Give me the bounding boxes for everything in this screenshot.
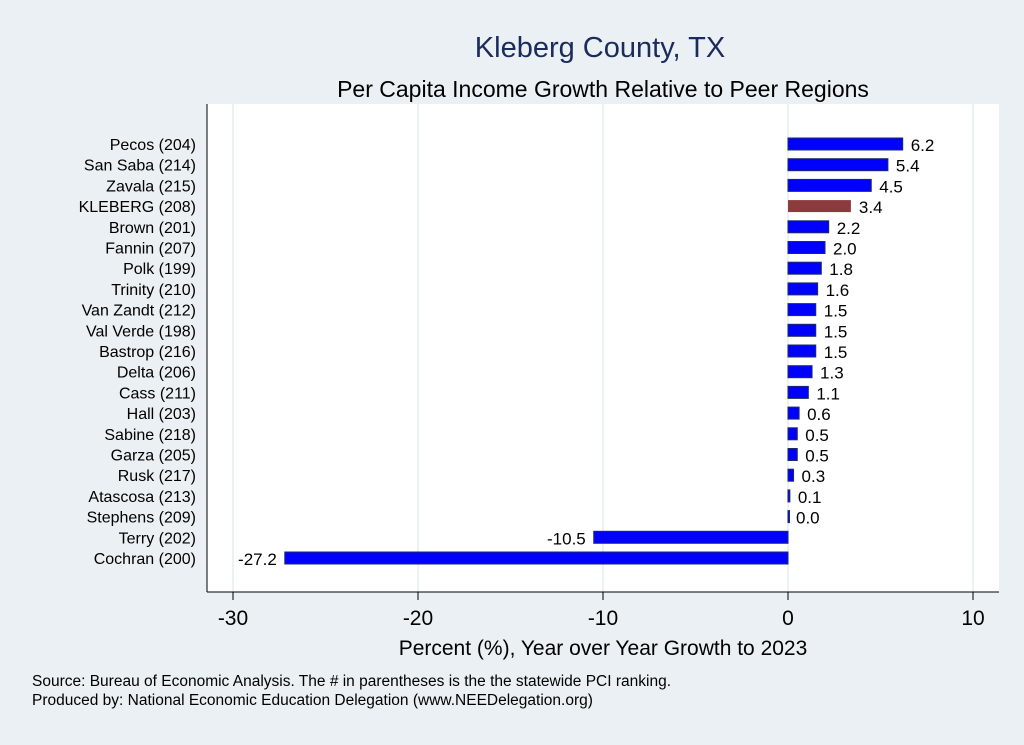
bar — [787, 344, 817, 358]
bar — [787, 510, 790, 524]
chart-title: Kleberg County, TX — [475, 32, 725, 64]
bar — [593, 530, 789, 544]
data-label: -10.5 — [547, 529, 586, 548]
category-label: Delta (206) — [117, 365, 196, 382]
data-label: 0.5 — [805, 447, 829, 466]
category-label: Val Verde (198) — [86, 323, 196, 340]
bar — [787, 406, 800, 420]
category-label: Fannin (207) — [105, 241, 196, 258]
bar — [787, 178, 872, 192]
x-tick-label: -30 — [218, 607, 248, 630]
category-label: Brown (201) — [109, 220, 196, 237]
bar — [787, 303, 817, 317]
category-label: San Saba (214) — [84, 158, 196, 175]
data-label: 0.6 — [807, 405, 831, 424]
bar — [787, 489, 791, 503]
category-label: Atascosa (213) — [88, 489, 196, 506]
data-label: 3.4 — [859, 198, 883, 217]
bar — [284, 551, 789, 565]
category-label: Van Zandt (212) — [82, 303, 196, 320]
category-label: Stephens (209) — [87, 510, 196, 527]
bar — [788, 200, 851, 213]
category-label: KLEBERG (208) — [79, 199, 196, 216]
category-label: Cass (211) — [119, 385, 196, 402]
category-label: Hall (203) — [127, 406, 196, 423]
data-label: 1.3 — [820, 364, 844, 383]
data-label: 1.5 — [824, 302, 848, 321]
bar — [787, 241, 826, 254]
bar — [787, 220, 830, 234]
category-label: Polk (199) — [123, 261, 196, 278]
data-label: 1.1 — [816, 384, 840, 403]
category-label: Pecos (204) — [110, 137, 196, 154]
bar — [787, 385, 809, 399]
data-label: 0.1 — [798, 488, 822, 507]
data-label: -27.2 — [238, 550, 277, 569]
data-label: 5.4 — [896, 157, 920, 176]
data-label: 0.0 — [796, 509, 820, 528]
category-label: Zavala (215) — [106, 178, 196, 195]
data-label: 1.5 — [824, 322, 848, 341]
category-label: Sabine (218) — [104, 427, 196, 444]
data-label: 2.2 — [837, 219, 861, 238]
bar — [787, 137, 904, 151]
chart-subtitle: Per Capita Income Growth Relative to Pee… — [337, 76, 869, 102]
category-label: Cochran (200) — [94, 551, 196, 568]
data-label: 1.5 — [824, 343, 848, 362]
x-tick-label: -20 — [403, 607, 433, 630]
bar — [787, 448, 798, 461]
category-label: Terry (202) — [119, 530, 196, 547]
data-label: 1.8 — [829, 260, 853, 279]
bar — [787, 158, 889, 172]
category-label: Trinity (210) — [111, 282, 196, 299]
bar — [787, 468, 795, 482]
data-label: 6.2 — [911, 136, 935, 155]
producer-note: Produced by: National Economic Education… — [32, 692, 593, 709]
category-label: Rusk (217) — [118, 468, 196, 485]
x-tick-label: -10 — [588, 607, 618, 630]
category-label: Bastrop (216) — [99, 344, 196, 361]
category-label: Garza (205) — [111, 448, 196, 465]
data-label: 1.6 — [826, 281, 850, 300]
bar — [787, 427, 798, 441]
bar — [787, 282, 819, 296]
x-tick-label: 0 — [782, 607, 794, 630]
bar — [787, 323, 817, 337]
bar — [787, 261, 822, 275]
data-label: 0.5 — [805, 426, 829, 445]
x-tick-label: 10 — [961, 607, 984, 630]
data-label: 2.0 — [833, 240, 857, 259]
source-note: Source: Bureau of Economic Analysis. The… — [32, 673, 671, 690]
bar — [787, 365, 813, 379]
x-axis-label: Percent (%), Year over Year Growth to 20… — [399, 637, 808, 660]
data-label: 0.3 — [802, 467, 826, 486]
data-label: 4.5 — [879, 177, 903, 196]
